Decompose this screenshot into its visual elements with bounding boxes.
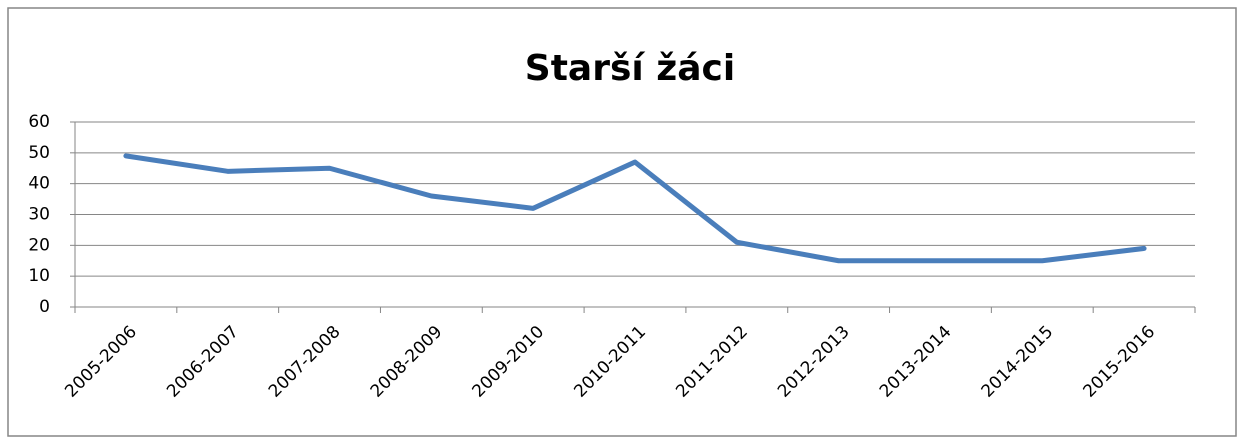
line-series: [123, 153, 1147, 264]
y-tick-label: 40: [28, 174, 50, 194]
y-tick-label: 50: [28, 143, 50, 163]
chart-border: [7, 7, 1237, 437]
y-tick-label: 10: [28, 266, 50, 286]
y-tick-label: 30: [28, 205, 50, 225]
y-tick-label: 20: [28, 235, 50, 255]
y-tick-label: 60: [28, 112, 50, 132]
y-tick-label: 0: [39, 297, 50, 317]
chart-title: Starší žáci: [525, 48, 735, 89]
